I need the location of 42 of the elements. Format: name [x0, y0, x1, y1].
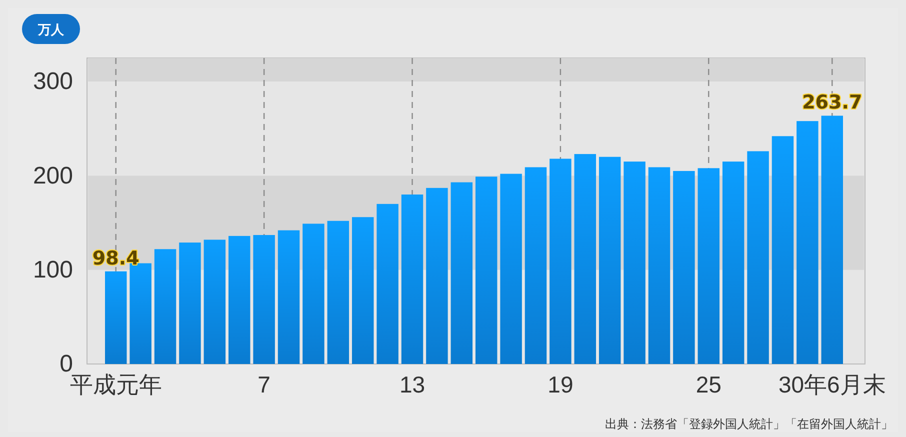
bar — [352, 217, 374, 364]
x-tick-label: 30年6月末 — [778, 371, 886, 398]
bar — [747, 151, 769, 364]
bar — [154, 249, 176, 364]
data-label: 98.4 — [92, 247, 140, 270]
bar — [376, 204, 398, 364]
bar — [722, 162, 744, 364]
bar — [426, 188, 448, 364]
source-note: 出典：法務省「登録外国人統計」「在留外国人統計」 — [605, 417, 893, 431]
bar — [524, 167, 547, 364]
x-tick-label: 13 — [399, 371, 426, 398]
x-tick-label: 7 — [258, 371, 270, 398]
bar — [796, 121, 818, 364]
bar — [401, 194, 424, 364]
x-tick-label: 25 — [696, 371, 722, 398]
data-label: 263.7 — [802, 92, 862, 114]
bar — [624, 162, 646, 364]
bar — [105, 271, 127, 364]
bar — [228, 236, 250, 364]
bar — [648, 167, 670, 364]
bar — [574, 154, 596, 364]
bar — [598, 156, 621, 364]
x-tick-label: 19 — [548, 371, 574, 398]
y-tick-label: 100 — [32, 256, 73, 284]
bar — [698, 168, 720, 364]
bar — [475, 176, 498, 364]
bar — [327, 220, 350, 364]
bar — [130, 263, 152, 364]
bar — [179, 242, 201, 364]
bar — [673, 170, 695, 364]
bar — [500, 174, 522, 364]
y-tick-label: 300 — [32, 68, 73, 96]
bar — [772, 136, 794, 364]
bar — [302, 224, 324, 364]
bar — [450, 182, 473, 364]
bar — [253, 235, 275, 364]
bar — [204, 240, 226, 364]
bar — [550, 158, 572, 364]
bar — [278, 230, 300, 364]
y-axis-title: 万人 — [37, 23, 65, 38]
y-tick-label: 200 — [32, 162, 73, 190]
bar — [821, 116, 843, 364]
